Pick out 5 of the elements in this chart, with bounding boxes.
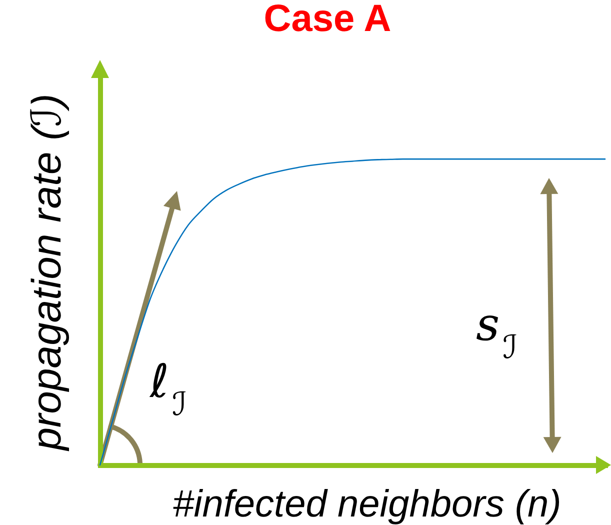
chart-title: Case A xyxy=(264,0,392,40)
x-axis-title: #infected neighbors (n) xyxy=(172,484,562,525)
annotation: ℓ$_{ℐ}$ xyxy=(149,354,188,423)
y-axis-title: propagation rate (ℐ) xyxy=(24,94,70,452)
annotation: s$_{ℐ}$ xyxy=(476,297,518,366)
